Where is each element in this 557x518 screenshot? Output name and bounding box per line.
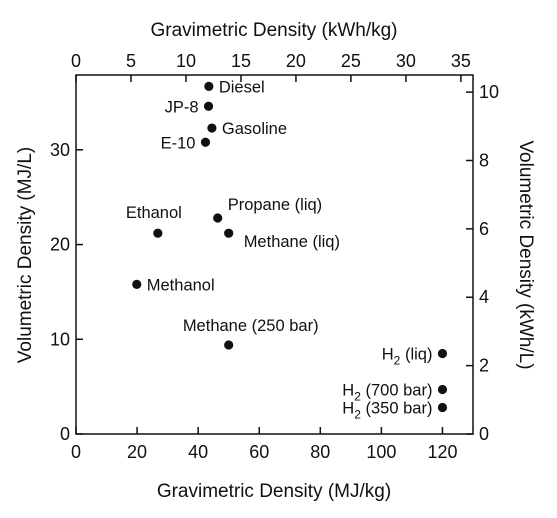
bottom-tick-label: 40 — [188, 442, 208, 462]
point-label: JP-8 — [165, 98, 199, 116]
point-label-name: E-10 — [161, 134, 196, 152]
left-tick-label: 20 — [50, 235, 70, 255]
data-point — [437, 402, 448, 413]
point-label-suffix: (liq) — [400, 345, 432, 363]
point-label-name: Diesel — [219, 78, 265, 96]
left-tick-label: 30 — [50, 140, 70, 160]
top-tick-label: 10 — [176, 51, 196, 71]
data-point — [153, 228, 163, 238]
point-label: Ethanol — [126, 204, 182, 222]
right-axis-title: Volumetric Density (kWh/L) — [515, 140, 536, 369]
right-tick-label: 0 — [479, 424, 489, 444]
point-label: E-10 — [161, 134, 196, 152]
data-point — [213, 213, 223, 223]
top-tick-label: 5 — [126, 51, 136, 71]
data-point — [224, 340, 234, 350]
plot-frame — [75, 74, 474, 435]
point-label: H2 (liq) — [382, 345, 433, 367]
point-label: H2 (350 bar) — [342, 399, 432, 421]
point-label: Propane (liq) — [228, 196, 322, 214]
data-point — [204, 81, 214, 91]
point-label-name: Methane (250 bar) — [183, 317, 319, 335]
point-label: Methanol — [147, 276, 215, 294]
bottom-tick-label: 100 — [366, 442, 396, 462]
top-tick-label: 25 — [341, 51, 361, 71]
point-label: Methane (liq) — [244, 233, 340, 251]
top-tick-label: 0 — [71, 51, 81, 71]
right-tick-label: 10 — [479, 82, 499, 102]
point-label: Gasoline — [222, 120, 287, 138]
left-tick-label: 0 — [60, 424, 70, 444]
point-label-name: Gasoline — [222, 120, 287, 138]
left-tick-label: 10 — [50, 329, 70, 349]
top-tick-label: 35 — [451, 51, 471, 71]
point-label-name: Ethanol — [126, 204, 182, 222]
top-tick-label: 30 — [396, 51, 416, 71]
bottom-tick-label: 0 — [71, 442, 81, 462]
bottom-tick-label: 20 — [127, 442, 147, 462]
point-label: Diesel — [219, 78, 265, 96]
point-label-name: H — [382, 345, 394, 363]
data-point — [437, 348, 448, 359]
right-tick-label: 2 — [479, 356, 489, 376]
point-label-subscript: 2 — [394, 353, 401, 367]
data-point — [132, 279, 142, 289]
point-label-suffix: (700 bar) — [361, 381, 433, 399]
point-label-name: Propane (liq) — [228, 196, 322, 214]
point-label-name: Methanol — [147, 276, 215, 294]
point-label-name: JP-8 — [165, 98, 199, 116]
right-tick-label: 8 — [479, 150, 489, 170]
data-point — [437, 384, 448, 395]
data-points: Diesel JP-8 Gasoline E-10 Propane (liq) Metha… — [126, 78, 448, 421]
data-point — [200, 137, 211, 147]
top-tick-label: 20 — [286, 51, 306, 71]
point-label-subscript: 2 — [354, 389, 361, 403]
data-point — [207, 123, 217, 133]
bottom-axis-title: Gravimetric Density (MJ/kg) — [157, 481, 391, 502]
bottom-tick-label: 80 — [310, 442, 330, 462]
point-label-subscript: 2 — [354, 407, 361, 421]
data-point — [224, 228, 234, 238]
bottom-tick-label: 120 — [427, 442, 457, 462]
axis-ticks: 0 20 40 60 80 100 120 0 5 10 15 20 25 30 35 0 10 20 30 0 2 4 6… — [50, 51, 499, 462]
top-axis-title: Gravimetric Density (kWh/kg) — [150, 20, 397, 41]
point-label: H2 (700 bar) — [342, 381, 432, 403]
right-tick-label: 4 — [479, 287, 489, 307]
point-label-name: Methane (liq) — [244, 233, 340, 251]
right-tick-label: 6 — [479, 219, 489, 239]
point-label-suffix: (350 bar) — [361, 399, 433, 417]
point-label-name: H — [342, 381, 354, 399]
bottom-tick-label: 60 — [249, 442, 269, 462]
point-label-name: H — [342, 399, 354, 417]
top-tick-label: 15 — [231, 51, 251, 71]
data-point — [203, 101, 214, 111]
left-axis-title: Volumetric Density (MJ/L) — [15, 147, 36, 363]
point-label: Methane (250 bar) — [183, 317, 319, 335]
